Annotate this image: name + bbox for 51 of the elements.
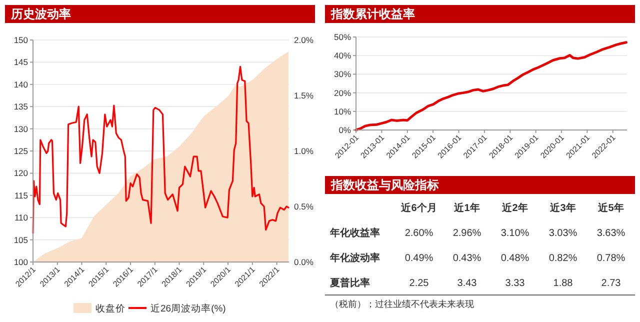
text: 指数收益与风险指标 [330,178,439,192]
category-label: 近6个月 [400,202,437,214]
y-tick-label: 110 [14,212,28,223]
category-label: 夏普比率 [330,278,370,289]
y-tick-label: 145 [14,57,28,68]
text: 3.10% [500,228,530,239]
category-label: 近1年 [453,202,480,214]
category-label: 近3年 [549,202,576,214]
text: 2.96% [452,228,482,239]
y-tick-label: 30% [334,69,352,80]
text: 2.73 [601,278,621,289]
category-label: 近5年 [597,202,624,214]
y2-tick-label: 2.0% [294,35,314,45]
y-tick-label: 140 [14,79,28,90]
category-label: 近2年 [501,202,528,214]
y-tick-label: 130 [14,124,28,134]
chart-title: 指数累计收益率 [330,7,415,21]
text: 0.49% [404,253,434,264]
text: 0.43% [452,253,482,264]
y-tick-label: 40% [334,50,352,61]
text: （税前）；过往业绩不代表未来表现 [330,299,474,309]
text: 2.25 [409,278,429,289]
y-tick-label: 105 [14,234,28,245]
y2-tick-label: 1.0% [294,146,314,156]
legend-label: 近26周波动率(%) [150,302,226,314]
text: 3.63% [596,228,626,239]
text: 1.88 [553,278,573,289]
y-tick-label: 50% [334,32,352,42]
y-tick-label: 120 [14,168,28,178]
y-tick-label: 0% [338,125,352,135]
legend-label: 收盘价 [96,302,126,314]
y-tick-label: 20% [334,88,352,98]
text: 0.48% [500,253,530,264]
category-label: 年化收益率 [330,228,380,239]
chart-title: 历史波动率 [10,7,71,21]
y2-tick-label: 0.5% [294,202,314,212]
y2-tick-label: 0.0% [294,257,314,267]
y-tick-label: 100 [14,257,28,267]
y-tick-label: 135 [14,102,28,112]
y-tick-label: 150 [14,35,28,45]
y2-tick-label: 1.5% [294,90,314,100]
text: 3.03% [548,228,578,239]
text: 2.60% [404,228,434,239]
text: 3.43 [457,278,477,289]
y-tick-label: 10% [334,106,352,116]
text: 3.33 [505,278,525,289]
category-label: 年化波动率 [330,253,380,264]
y-tick-label: 115 [14,190,28,200]
text: 0.82% [548,253,578,264]
y-tick-label: 125 [14,146,28,156]
text: 0.78% [596,253,626,264]
